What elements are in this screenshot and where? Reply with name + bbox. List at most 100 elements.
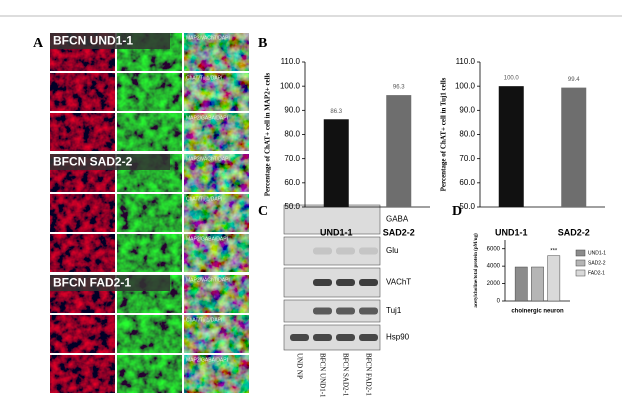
- micrograph: [117, 315, 182, 353]
- band-label: GABA: [386, 215, 409, 224]
- stain-label: MAP2/VAChT/DAPI: [186, 277, 230, 283]
- y-tick-label: 50.0: [284, 202, 300, 211]
- micrograph: [117, 73, 182, 111]
- y-tick-label: 80.0: [284, 130, 300, 139]
- bar: [514, 266, 528, 302]
- legend-swatch: [575, 259, 586, 267]
- legend-swatch: [575, 249, 586, 257]
- y-tick-label: 50.0: [459, 202, 475, 211]
- y-axis-label: Percentage of ChAT+ cell in MAP2+ cells: [264, 72, 272, 196]
- micrograph: [50, 355, 115, 393]
- panel-label: A: [33, 36, 44, 51]
- band: [336, 247, 355, 255]
- stain-label: MAP2/VAChT/DAPI: [186, 156, 230, 162]
- band: [313, 334, 332, 341]
- x-tick-label: SAD2-2: [558, 227, 590, 237]
- micrograph: [50, 113, 115, 151]
- lane-label: UND NP: [295, 353, 303, 379]
- lane-label: BFCN SAD2-1: [341, 353, 349, 397]
- y-tick-label: 60.0: [284, 178, 300, 187]
- y-tick-label: 100.0: [280, 81, 301, 90]
- stain-label: MAP2/VAChT/DAPI: [186, 35, 230, 41]
- band: [359, 247, 378, 255]
- y-tick-label: 70.0: [284, 154, 300, 163]
- legend-label: UND1-1: [588, 250, 606, 256]
- title-bg: [50, 275, 170, 291]
- stain-label: MAP2/GABA/DAPI: [186, 357, 228, 363]
- y-tick-label: 6000: [487, 246, 501, 252]
- bar: [323, 119, 349, 207]
- band: [359, 307, 378, 315]
- annotation: ***: [550, 248, 558, 254]
- x-axis-label: choinergic neuron: [511, 309, 564, 315]
- band-label: Glu: [386, 246, 398, 255]
- value-label: 96.3: [393, 85, 405, 91]
- legend-label: FAD2-1: [588, 270, 605, 276]
- band: [336, 334, 355, 341]
- group-title: BFCN UND1-1: [53, 34, 133, 48]
- y-tick-label: 110.0: [281, 57, 301, 66]
- micrograph: [184, 234, 249, 272]
- blot-strip: [283, 204, 381, 235]
- value-label: 100.0: [504, 76, 520, 82]
- value-label: 86.3: [330, 109, 342, 115]
- micrograph: [184, 154, 249, 192]
- lane-label: BFCN UND1-1: [318, 353, 326, 398]
- band: [313, 279, 332, 286]
- micrograph: [117, 355, 182, 393]
- title-bg: [50, 154, 170, 170]
- stain-label: ChAT/Tuj1/DAPI: [186, 75, 222, 81]
- stain-label: MAP2/GABA/DAPI: [186, 115, 228, 121]
- micrograph: [50, 234, 115, 272]
- legend-swatch: [575, 269, 586, 277]
- bar: [561, 87, 587, 207]
- micrograph: [117, 113, 182, 151]
- band-label: Hsp90: [386, 333, 410, 342]
- group-title: BFCN SAD2-2: [53, 155, 133, 169]
- bar: [498, 86, 524, 207]
- band: [359, 279, 378, 286]
- y-tick-label: 90.0: [284, 105, 300, 114]
- band: [336, 307, 355, 315]
- y-axis-label: Percentage of ChAT+ cell in Tuj1 cells: [440, 77, 448, 191]
- x-tick-label: UND1-1: [495, 227, 528, 237]
- micrograph: [117, 194, 182, 232]
- micrograph: [184, 275, 249, 313]
- bar: [531, 266, 544, 302]
- micrograph: [50, 194, 115, 232]
- x-tick-label: UND1-1: [320, 227, 353, 237]
- micrograph: [184, 73, 249, 111]
- value-label: 99.4: [568, 77, 580, 83]
- micrograph: [117, 234, 182, 272]
- y-tick-label: 2000: [487, 281, 501, 287]
- band-label: Tuj1: [386, 306, 402, 315]
- band: [359, 334, 378, 341]
- y-tick-label: 4000: [487, 264, 501, 270]
- band: [313, 307, 332, 315]
- band-label: VAChT: [386, 278, 411, 287]
- x-tick-label: SAD2-2: [383, 227, 415, 237]
- micrograph: [184, 315, 249, 353]
- group-title: BFCN FAD2-1: [53, 276, 131, 290]
- stain-label: MAP2/GABA/DAPI: [186, 236, 228, 242]
- micrograph: [184, 33, 249, 71]
- title-bg: [50, 33, 170, 49]
- stain-label: ChAT/Tuj1/DAPI: [186, 317, 222, 323]
- panel-label: D: [452, 204, 462, 219]
- micrograph: [184, 113, 249, 151]
- micrograph: [184, 355, 249, 393]
- bar: [547, 255, 561, 302]
- micrograph: [50, 73, 115, 111]
- y-tick-label: 100.0: [455, 81, 476, 90]
- band: [313, 247, 332, 255]
- blot-strip: [283, 236, 381, 266]
- bar: [386, 95, 412, 207]
- micrograph: [184, 194, 249, 232]
- y-tick-label: 110.0: [456, 57, 476, 66]
- y-axis-label: acetylcholine/total protein (pM/ug): [474, 233, 479, 308]
- y-tick-label: 70.0: [459, 154, 475, 163]
- panel-label: B: [258, 36, 267, 51]
- stain-label: ChAT/Tuj1/DAPI: [186, 196, 222, 202]
- y-tick-label: 0: [497, 299, 501, 305]
